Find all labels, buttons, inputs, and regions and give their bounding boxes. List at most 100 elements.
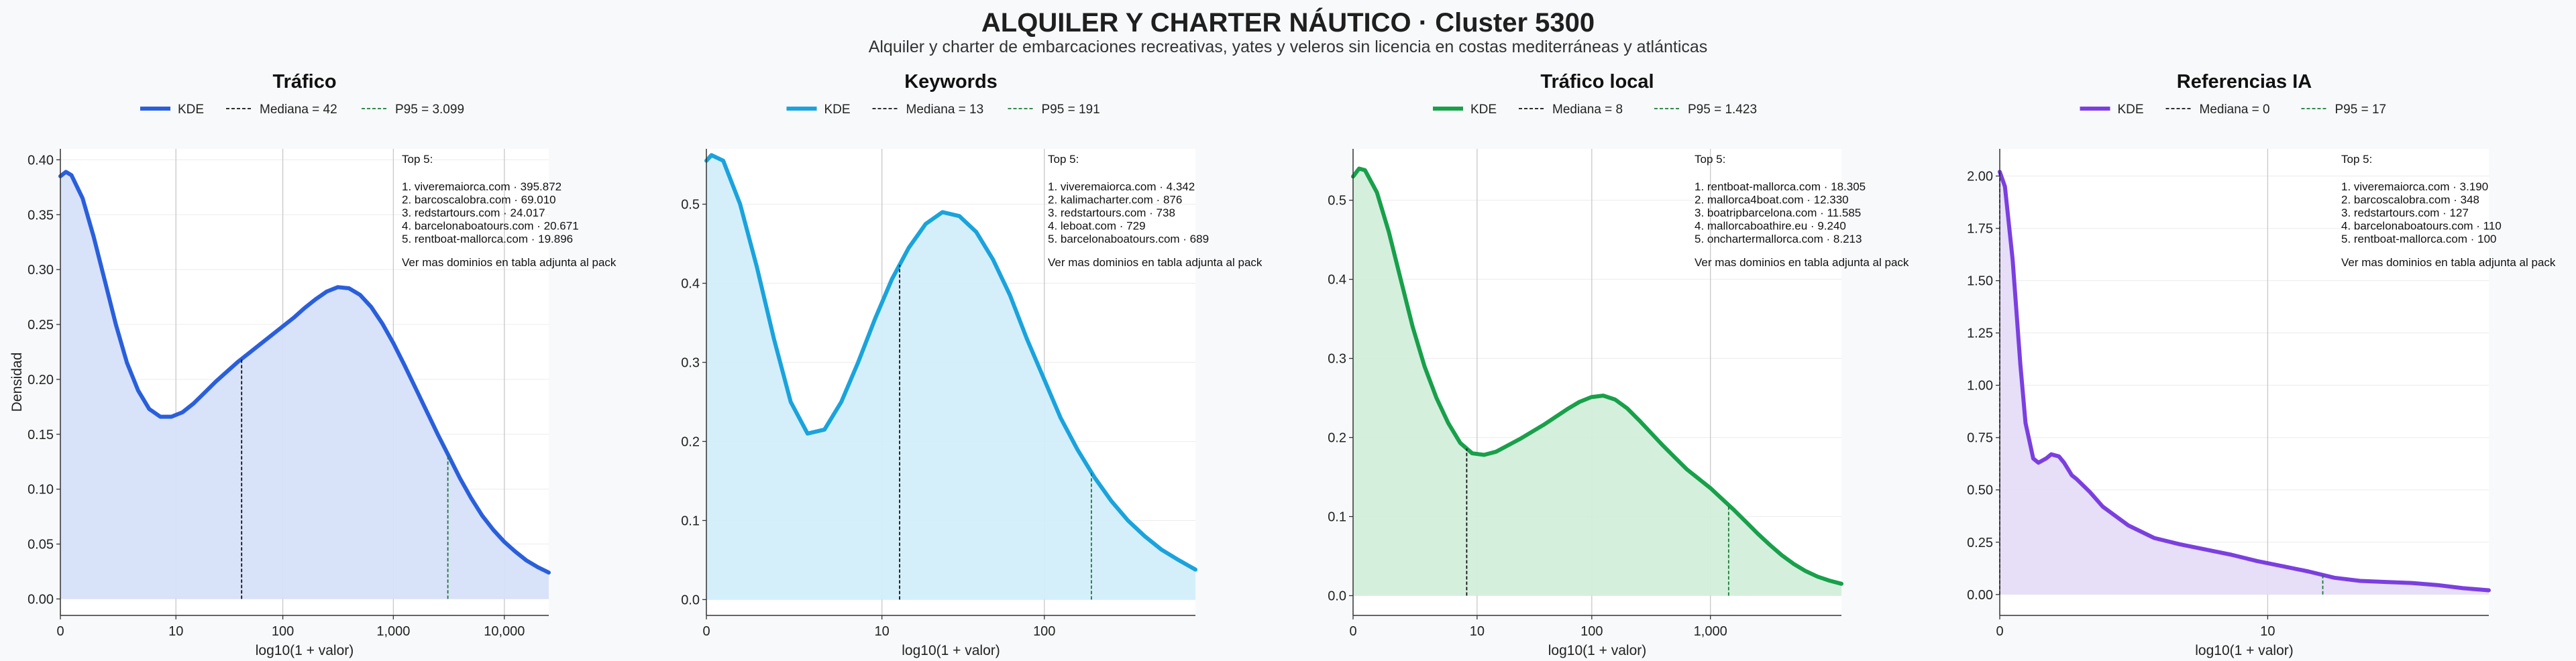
chart-title: Referencias IA [2177,71,2312,93]
annotation-item: 2. kalimacharter.com · 876 [1048,194,1182,206]
legend-median-label: Mediana = 8 [1552,103,1623,117]
x-tick-label: 100 [1033,624,1055,639]
x-axis-label: log10(1 + valor) [902,643,1000,658]
y-tick-label: 0.00 [28,592,54,607]
legend-p95-label: P95 = 191 [1042,103,1100,117]
chart-title: Tráfico [272,71,336,93]
chart-panel-4: 0.00 0.25 0.50 0.75 1.00 1.25 1.50 1.75 2.00 0 10 l… [1967,71,2556,658]
x-tick-label: 1,000 [376,624,410,639]
x-tick-label: 100 [272,624,294,639]
x-tick-label: 0 [56,624,64,639]
y-tick-label: 0.05 [28,538,54,552]
chart-panel-2: 0.0 0.1 0.2 0.3 0.4 0.5 0 10 100 log10(1 + valor)… [681,71,1263,658]
x-tick-label: 0 [1349,624,1356,639]
kde-area [60,172,549,599]
legend: KDE Mediana = 13 P95 = 191 [786,103,1100,117]
annotation-item: 1. rentboat-mallorca.com · 18.305 [1695,180,1866,193]
y-tick-label: 0.0 [1328,589,1346,604]
x-tick-label: 100 [1580,624,1603,639]
y-tick-label: 0.25 [28,318,54,333]
annotation-item: 1. viveremaiorca.com · 395.872 [402,180,561,193]
x-axis-label: log10(1 + valor) [256,643,354,658]
kde-line [1351,166,1843,586]
y-tick-label: 0.10 [28,483,54,497]
legend-p95-label: P95 = 1.423 [1688,103,1757,117]
annotation-item: 2. mallorca4boat.com · 12.330 [1695,194,1849,206]
y-tick-label: 0.1 [1328,510,1346,525]
x-axis-label: log10(1 + valor) [2195,643,2294,658]
annotation-item: 4. barcelonaboatours.com · 20.671 [402,220,579,233]
legend-median-label: Mediana = 13 [906,103,984,117]
x-tick-label: 10 [1470,624,1485,639]
chart-title: Tráfico local [1540,71,1654,93]
page-title: ALQUILER Y CHARTER NÁUTICO · Cluster 530… [981,8,1595,38]
y-tick-label: 0.3 [681,356,700,371]
kde-area [706,155,1195,600]
y-tick-label: 2.00 [1967,170,1993,184]
kde-line [1998,170,2491,593]
y-tick-label: 0.35 [28,208,54,223]
y-tick-label: 1.25 [1967,326,1993,341]
annotation-item: 4. mallorcaboathire.eu · 9.240 [1695,220,1846,233]
y-tick-label: 0.25 [1967,536,1993,550]
legend: KDE Mediana = 0 P95 = 17 [2080,103,2387,117]
legend: KDE Mediana = 42 P95 = 3.099 [140,103,464,117]
y-tick-label: 0.75 [1967,431,1993,446]
annotation-item: 3. redstartours.com · 24.017 [402,206,545,219]
legend-kde-label: KDE [2118,103,2144,117]
annotation-footer: Ver mas dominios en tabla adjunta al pac… [2341,256,2556,269]
legend-p95-label: P95 = 3.099 [395,103,464,117]
y-tick-label: 0.2 [681,434,700,449]
x-tick-label: 1,000 [1694,624,1727,639]
y-tick-label: 0.20 [28,373,54,387]
chart-panel-1: 0.00 0.05 0.10 0.15 0.20 0.25 0.30 0.35 0.40 0 10 1… [9,71,616,658]
y-tick-label: 0.15 [28,428,54,442]
annotation-item: 1. viveremaiorca.com · 3.190 [2341,180,2488,193]
annotation-heading: Top 5: [2341,153,2372,166]
legend-median-label: Mediana = 0 [2200,103,2270,117]
annotation-item: 3. redstartours.com · 127 [2341,206,2469,219]
legend-kde-label: KDE [1470,103,1497,117]
x-tick-label: 10 [2260,624,2275,639]
y-tick-label: 0.40 [28,153,54,168]
annotation-item: 5. rentboat-mallorca.com · 19.896 [402,233,573,245]
annotation-heading: Top 5: [1048,153,1079,166]
chart-title: Keywords [904,71,998,93]
annotation-item: 3. redstartours.com · 738 [1048,206,1175,219]
x-tick-label: 10 [168,624,183,639]
legend-p95-label: P95 = 17 [2335,103,2387,117]
y-tick-label: 0.50 [1967,483,1993,498]
annotation-item: 2. barcoscalobra.com · 348 [2341,194,2479,206]
y-tick-label: 0.4 [1328,273,1346,288]
kde-area [2000,172,2489,595]
legend: KDE Mediana = 8 P95 = 1.423 [1433,103,1757,117]
y-tick-label: 0.5 [1328,194,1346,208]
x-tick-label: 0 [1996,624,2003,639]
chart-panel-3: 0.0 0.1 0.2 0.3 0.4 0.5 0 10 100 1,000 log10(1 + v… [1328,71,1909,658]
y-tick-label: 0.30 [28,263,54,278]
legend-median-label: Mediana = 42 [260,103,337,117]
annotation-footer: Ver mas dominios en tabla adjunta al pac… [1695,256,1909,269]
annotation-footer: Ver mas dominios en tabla adjunta al pac… [1048,256,1263,269]
annotation-item: 3. boatripbarcelona.com · 11.585 [1695,206,1861,219]
y-tick-label: 0.00 [1967,588,1993,603]
annotation-item: 5. rentboat-mallorca.com · 100 [2341,233,2497,245]
x-axis-label: log10(1 + valor) [1548,643,1647,658]
y-tick-label: 0.4 [681,277,700,292]
annotation-heading: Top 5: [1695,153,1725,166]
y-tick-label: 0.5 [681,198,700,213]
annotation-item: 4. leboat.com · 729 [1048,220,1146,233]
y-tick-label: 0.2 [1328,431,1346,446]
legend-kde-label: KDE [178,103,204,117]
y-axis-label: Densidad [9,353,25,412]
top5-annotation: Top 5: 1. rentboat-mallorca.com · 18.3052… [1695,153,1909,269]
annotation-item: 1. viveremaiorca.com · 4.342 [1048,180,1195,193]
annotation-item: 5. onchartermallorca.com · 8.213 [1695,233,1862,245]
y-tick-label: 1.50 [1967,274,1993,289]
annotation-heading: Top 5: [402,153,433,166]
x-tick-label: 0 [702,624,710,639]
